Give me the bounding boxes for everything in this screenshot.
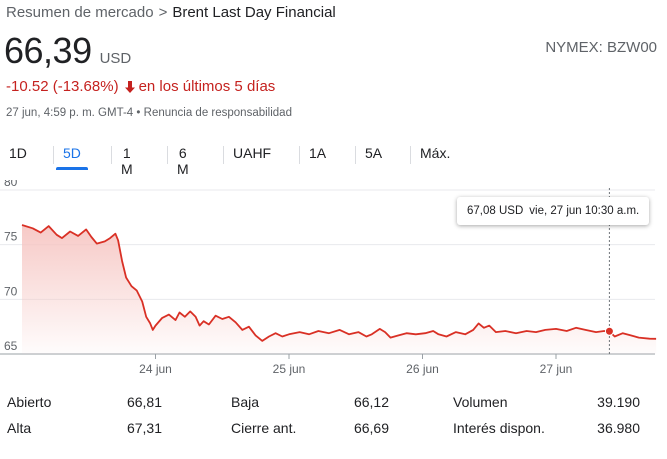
x-tick-label: 24 jun <box>139 362 172 376</box>
current-price: 66,39 <box>4 30 92 71</box>
range-tab-6m[interactable]: 6 M <box>177 145 189 177</box>
y-tick-label: 80 <box>4 180 18 189</box>
range-tab-1a[interactable]: 1A <box>309 145 327 161</box>
price-area-fill <box>22 225 657 354</box>
stat-row: Volumen 39.190 <box>0 394 667 414</box>
range-tab-1d[interactable]: 1D <box>9 145 27 161</box>
stat-value: 66,69 <box>353 420 389 436</box>
quote-timestamp: 27 jun, 4:59 p. m. GMT-4 • Renuncia de r… <box>6 107 292 119</box>
stat-value: 66,81 <box>126 394 162 410</box>
y-tick-label: 70 <box>4 284 18 298</box>
timestamp-text: 27 jun, 4:59 p. m. GMT-4 <box>6 107 134 119</box>
stat-row: Baja 66,12 <box>0 394 667 414</box>
breadcrumb-current: Brent Last Day Financial <box>172 4 336 21</box>
stat-label: Baja <box>231 394 260 410</box>
tab-divider <box>299 146 300 164</box>
stat-value: 67,31 <box>126 420 162 436</box>
price-change: -10.52 (-13.68%) en los últimos 5 días <box>6 78 275 95</box>
y-tick-label: 75 <box>4 230 18 244</box>
range-tab-uahf[interactable]: UAHF <box>233 145 272 161</box>
disclaimer-link[interactable]: Renuncia de responsabilidad <box>143 107 292 119</box>
stat-row: Interés dispon. 36.980 <box>0 420 667 440</box>
stat-label: Cierre ant. <box>231 420 297 436</box>
y-tick-label: 65 <box>4 339 18 353</box>
chart-tooltip: 67,08 USD vie, 27 jun 10:30 a.m. <box>457 197 650 225</box>
stat-row: Alta 67,31 <box>0 420 667 440</box>
tooltip-price: 67,08 USD <box>467 205 524 217</box>
x-tick-label: 27 jun <box>540 362 573 376</box>
breadcrumb-market-summary-link[interactable]: Resumen de mercado <box>6 4 154 21</box>
stat-label: Interés dispon. <box>453 420 545 436</box>
price-line <box>21 224 657 342</box>
price-row: 66,39 USD <box>4 30 131 72</box>
breadcrumb-separator: > <box>158 4 168 21</box>
tab-divider <box>111 146 112 164</box>
stat-value: 39.190 <box>597 394 640 410</box>
arrow-down-icon <box>124 80 135 93</box>
range-tab-5a[interactable]: 5A <box>365 145 383 161</box>
tab-divider <box>167 146 168 164</box>
stat-label: Alta <box>7 420 32 436</box>
hover-point <box>604 326 614 336</box>
range-tab-mx[interactable]: Máx. <box>420 145 451 161</box>
change-value: -10.52 (-13.68%) <box>6 78 119 95</box>
change-period: en los últimos 5 días <box>138 78 276 95</box>
timestamp-bullet: • <box>136 107 141 119</box>
stat-row: Abierto 66,81 <box>0 394 667 414</box>
x-tick-label: 26 jun <box>406 362 439 376</box>
ticker-symbol: NYMEX: BZW00 <box>545 39 657 56</box>
tab-divider <box>355 146 356 164</box>
tab-divider <box>53 146 54 164</box>
range-tab-5d[interactable]: 5D <box>56 141 88 170</box>
currency-label: USD <box>99 50 132 67</box>
stat-label: Abierto <box>7 394 52 410</box>
breadcrumb: Resumen de mercado > Brent Last Day Financ… <box>6 4 336 21</box>
stat-row: Cierre ant. 66,69 <box>0 420 667 440</box>
tooltip-date: vie, 27 jun 10:30 a.m. <box>529 205 640 217</box>
stat-value: 66,12 <box>353 394 389 410</box>
x-tick-label: 25 jun <box>273 362 306 376</box>
tab-divider <box>410 146 411 164</box>
tab-divider <box>223 146 224 164</box>
stat-value: 36.980 <box>597 420 640 436</box>
stat-label: Volumen <box>453 394 508 410</box>
price-chart[interactable]: 80 75 70 65 24 jun 25 jun 26 jun 27 jun <box>0 180 667 385</box>
range-tab-1m[interactable]: 1 M <box>121 145 133 177</box>
